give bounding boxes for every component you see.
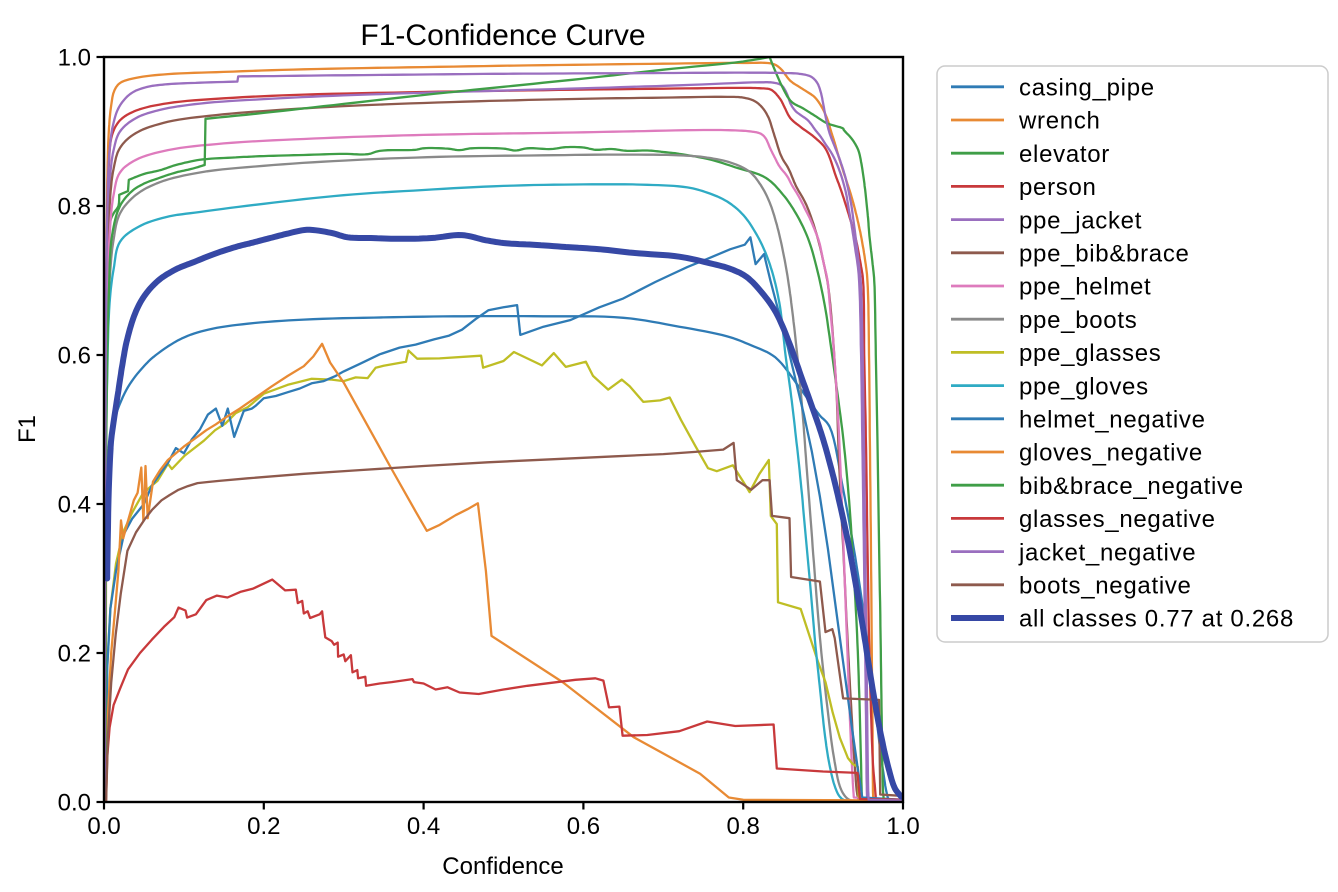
svg-text:F1: F1 <box>14 415 41 443</box>
svg-text:ppe_gloves: ppe_gloves <box>1019 373 1149 400</box>
svg-text:ppe_bib&brace: ppe_bib&brace <box>1019 241 1190 268</box>
svg-text:0.0: 0.0 <box>58 790 91 817</box>
svg-text:elevator: elevator <box>1019 141 1110 168</box>
svg-text:all classes 0.77 at 0.268: all classes 0.77 at 0.268 <box>1019 606 1294 633</box>
svg-text:0.6: 0.6 <box>567 813 600 840</box>
svg-text:ppe_boots: ppe_boots <box>1019 307 1137 334</box>
svg-text:0.2: 0.2 <box>58 641 91 668</box>
svg-text:casing_pipe: casing_pipe <box>1019 75 1155 102</box>
svg-text:F1-Confidence Curve: F1-Confidence Curve <box>360 19 645 52</box>
svg-text:0.4: 0.4 <box>407 813 440 840</box>
svg-text:0.8: 0.8 <box>727 813 760 840</box>
svg-text:0.4: 0.4 <box>58 492 91 519</box>
svg-text:1.0: 1.0 <box>58 45 91 72</box>
svg-text:jacket_negative: jacket_negative <box>1018 539 1196 566</box>
svg-text:wrench: wrench <box>1018 108 1101 135</box>
svg-text:gloves_negative: gloves_negative <box>1019 440 1203 467</box>
svg-text:0.6: 0.6 <box>58 343 91 370</box>
svg-text:glasses_negative: glasses_negative <box>1019 506 1216 533</box>
svg-text:bib&brace_negative: bib&brace_negative <box>1019 473 1244 500</box>
svg-text:ppe_jacket: ppe_jacket <box>1019 207 1142 234</box>
svg-text:0.8: 0.8 <box>58 194 91 221</box>
svg-text:1.0: 1.0 <box>886 813 919 840</box>
svg-text:Confidence: Confidence <box>442 853 563 880</box>
svg-text:person: person <box>1019 174 1097 201</box>
svg-text:helmet_negative: helmet_negative <box>1019 407 1206 434</box>
svg-text:boots_negative: boots_negative <box>1019 573 1192 600</box>
svg-text:ppe_helmet: ppe_helmet <box>1019 274 1151 301</box>
svg-text:0.2: 0.2 <box>247 813 280 840</box>
svg-text:0.0: 0.0 <box>87 813 120 840</box>
svg-text:ppe_glasses: ppe_glasses <box>1019 340 1161 367</box>
